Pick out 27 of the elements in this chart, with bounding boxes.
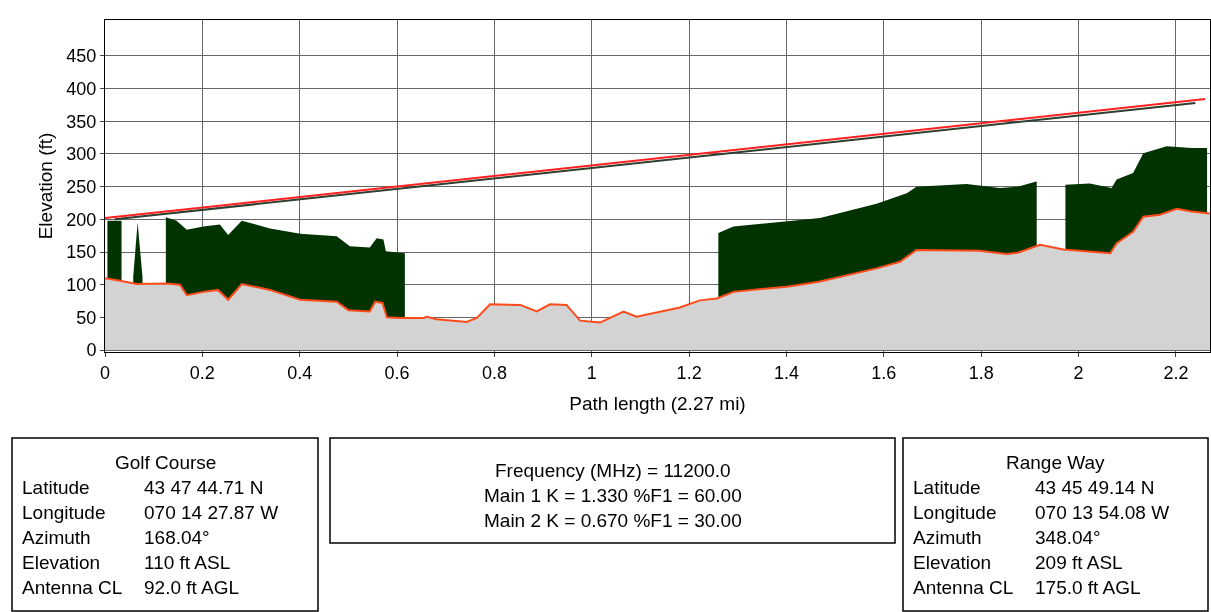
x-tick-label: 0.4 — [287, 362, 313, 383]
x-tick-label: 2 — [1073, 362, 1084, 383]
y-axis-title: Elevation (ft) — [35, 132, 57, 240]
y-tick-label: 0 — [86, 340, 97, 361]
y-tick-label: 450 — [66, 46, 97, 67]
x-tick-label: 0.2 — [189, 362, 215, 383]
x-tick-label: 1.6 — [871, 362, 897, 383]
x-tick-label: 2.2 — [1163, 362, 1189, 383]
x-tick-label: 1 — [586, 362, 597, 383]
x-tick-label: 0 — [99, 362, 111, 383]
y-tick-label: 100 — [66, 274, 97, 295]
x-tick-label: 1.8 — [968, 362, 994, 383]
y-tick-label: 200 — [66, 209, 97, 230]
y-tick-label: 300 — [66, 144, 97, 165]
x-tick-label: 0.8 — [481, 362, 507, 383]
text: Golf Course Latitude 43 47 44.71 N Longitude 070 14 27.87 W Azimuth 168.04° Elevation 110 ft ASL Antenna CL 92.0 ft AGL — [22, 452, 279, 598]
y-tick-label: 350 — [66, 111, 97, 132]
text: Range Way Latitude 43 45 49.14 N Longitude 070 13 54.08 W Azimuth 348.04° Elevation 209 ft ASL Antenna CL 175.0 ft AGL — [913, 452, 1170, 598]
text: Frequency (MHz) = 11200.0 Main 1 K = 1.330 %F1 = 60.00 Main 2 K = 0.670 %F1 = 30.00 — [484, 460, 742, 531]
y-tick-label: 150 — [66, 242, 97, 263]
x-tick-label: 1.4 — [773, 362, 800, 383]
y-tick-label: 400 — [66, 78, 97, 99]
y-tick-label: 50 — [76, 307, 97, 328]
x-tick-label: 1.2 — [676, 362, 702, 383]
y-tick-label: 250 — [66, 176, 97, 197]
x-tick-label: 0.6 — [384, 362, 410, 383]
x-axis-title: Path length (2.27 mi) — [569, 393, 746, 415]
